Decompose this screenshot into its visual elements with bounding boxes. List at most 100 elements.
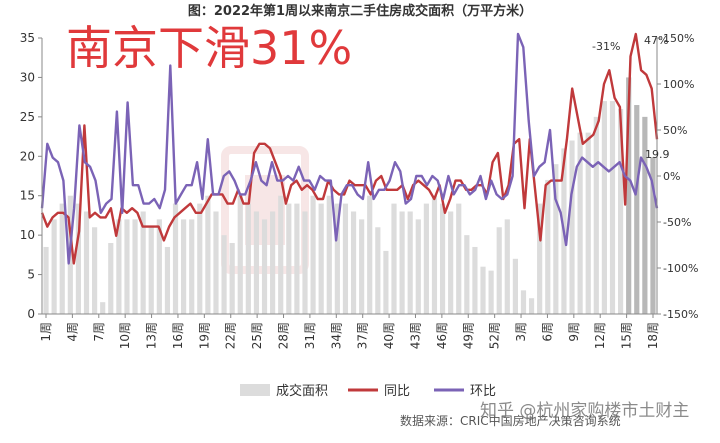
x-tick-label: 15周 xyxy=(620,322,634,349)
bar xyxy=(593,116,599,314)
line-series xyxy=(40,32,659,265)
bar xyxy=(278,195,284,314)
x-tick-label: 18周 xyxy=(646,322,660,349)
y-left-tick-label: 5 xyxy=(27,268,35,282)
bar xyxy=(553,164,559,314)
x-tick-label: 4周 xyxy=(65,322,79,342)
bar xyxy=(642,116,648,314)
x-tick-label: 10周 xyxy=(118,322,132,349)
bar xyxy=(116,219,122,314)
bar xyxy=(302,211,308,314)
bar xyxy=(456,203,462,314)
bar xyxy=(75,203,82,314)
legend-label: 同比 xyxy=(384,384,410,399)
bar xyxy=(512,258,518,314)
y-left-tick-label: 20 xyxy=(20,149,35,163)
source-text: 数据来源：CRIC中国房地产决策咨询系统 xyxy=(400,413,621,428)
bar xyxy=(577,132,583,314)
x-tick-label: 49周 xyxy=(461,322,475,349)
y-right-tick-label: 0% xyxy=(663,170,680,183)
x-tick-label: 7周 xyxy=(92,322,106,342)
bar xyxy=(350,211,357,314)
value-annotation: 19.9 xyxy=(645,148,670,161)
x-tick-label: 52周 xyxy=(488,322,502,349)
x-tick-label: 16周 xyxy=(171,322,185,349)
bar xyxy=(545,179,551,314)
bar xyxy=(237,195,243,314)
legend: 成交面积 同比 环比 xyxy=(240,383,496,399)
y-left-tick-label: 30 xyxy=(20,70,35,84)
bar xyxy=(342,203,349,314)
x-tick-label: 40周 xyxy=(382,322,396,349)
bar xyxy=(189,219,195,314)
bar xyxy=(585,132,591,314)
bar xyxy=(156,219,162,314)
bar xyxy=(318,203,324,314)
bar xyxy=(108,243,114,314)
x-tick-label: 12周 xyxy=(593,322,607,349)
mom-line xyxy=(40,32,659,265)
bar xyxy=(124,219,130,314)
axes: 0 5 10 15 20 25 30 35 -150% -100% -50% 0% 50% 100% 150… xyxy=(20,31,699,349)
bar xyxy=(537,203,543,314)
bar xyxy=(391,203,397,314)
bar xyxy=(496,227,502,314)
y-left-tick-label: 10 xyxy=(20,228,35,242)
bar xyxy=(359,219,365,314)
y-left-tick-label: 25 xyxy=(20,110,35,124)
bar xyxy=(83,211,90,314)
bar xyxy=(399,211,405,314)
bar xyxy=(221,235,227,314)
bar xyxy=(326,195,332,314)
x-tick-label: 22周 xyxy=(224,322,238,349)
y-left-tick-label: 0 xyxy=(27,307,35,321)
bar xyxy=(205,195,211,314)
headline-text: 南京下滑31% xyxy=(66,21,352,75)
bar xyxy=(245,203,251,314)
bar xyxy=(634,105,640,315)
bar xyxy=(286,203,292,314)
bar xyxy=(310,195,316,314)
y-right-tick-label: 50% xyxy=(663,124,687,137)
y-left-tick-label: 35 xyxy=(20,31,35,45)
x-tick-label: 43周 xyxy=(408,322,422,349)
bar xyxy=(294,203,300,314)
bar xyxy=(480,266,486,314)
bar xyxy=(488,270,494,314)
y-left-tick-label: 15 xyxy=(20,189,35,203)
bar xyxy=(617,108,624,314)
bar xyxy=(92,227,98,314)
x-tick-label: 9周 xyxy=(567,322,581,342)
bar xyxy=(181,219,187,314)
bar xyxy=(439,203,446,314)
mom-annotation: 47% xyxy=(644,34,668,47)
bar xyxy=(423,203,429,314)
legend-label: 环比 xyxy=(470,384,496,399)
bar xyxy=(43,246,49,314)
bar xyxy=(229,243,235,314)
bar xyxy=(59,203,65,314)
chart-title: 图：2022年第1周以来南京二手住房成交面积（万平方米） xyxy=(188,3,532,19)
y-right-tick-label: 150% xyxy=(663,32,694,45)
y-right-tick-label: -50% xyxy=(663,216,691,229)
bar xyxy=(132,219,138,314)
attribution-text: 知乎 @杭州家购楼市土财主 xyxy=(480,401,689,421)
bar-series xyxy=(43,77,656,315)
bar xyxy=(375,227,381,314)
bar xyxy=(197,203,203,314)
legend-label: 成交面积 xyxy=(276,383,328,399)
x-tick-label: 28周 xyxy=(277,322,291,349)
x-tick-label: 34周 xyxy=(329,322,343,349)
bar xyxy=(407,211,413,314)
x-tick-label: 25周 xyxy=(250,322,264,349)
bar xyxy=(172,203,179,314)
bar xyxy=(148,227,154,314)
bar xyxy=(504,219,510,314)
bar xyxy=(650,157,656,314)
bar xyxy=(601,101,607,314)
x-tick-label: 46周 xyxy=(435,322,449,349)
bar xyxy=(213,211,219,314)
bar xyxy=(448,211,454,314)
bar xyxy=(270,211,276,314)
